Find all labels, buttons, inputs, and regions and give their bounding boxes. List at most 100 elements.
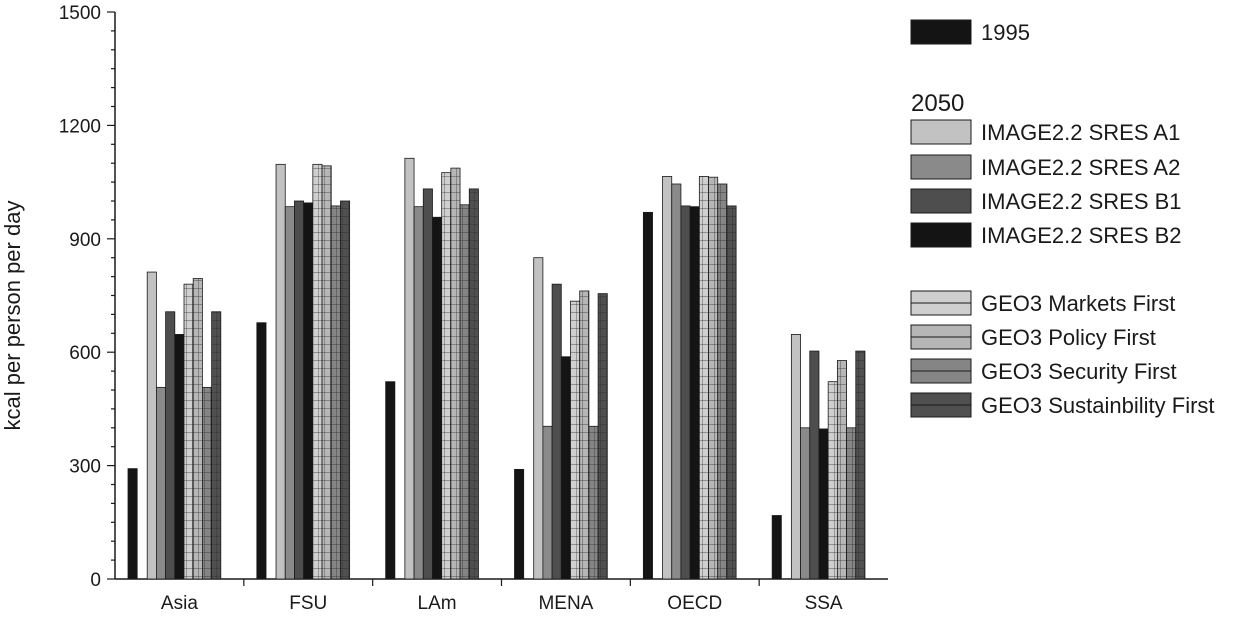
bar-ssa-3	[809, 350, 820, 580]
legend-item: IMAGE2.2 SRES A1	[910, 119, 1180, 145]
bar-hatch	[846, 427, 856, 579]
legend-item: GEO3 Security First	[910, 358, 1177, 384]
bar	[432, 216, 443, 580]
plot-area: 0 300 600 900 1200 1500 kcal per person per da…	[0, 3, 888, 614]
bar-lam-2	[413, 206, 424, 580]
bar-hatch	[441, 172, 451, 579]
bar-asia-4	[174, 334, 185, 580]
bar-hatch	[450, 168, 461, 579]
bar	[422, 188, 433, 580]
x-tick-label: LAm	[418, 593, 457, 614]
bar-mena-3	[551, 283, 562, 580]
bar	[818, 428, 829, 580]
bar	[771, 515, 782, 580]
bar	[689, 206, 700, 580]
legend-item: GEO3 Sustainbility First	[910, 392, 1215, 418]
bar-mena-8	[597, 293, 608, 580]
bar	[790, 334, 801, 580]
bar-asia-1	[146, 271, 157, 580]
legend-label: GEO3 Security First	[981, 359, 1177, 384]
bar-ssa-8	[855, 350, 866, 580]
bar-oecd-8	[726, 205, 737, 580]
legend-label: 1995	[981, 20, 1030, 45]
legend-item: IMAGE2.2 SRES B2	[910, 222, 1182, 248]
bar	[404, 157, 415, 580]
bar-hatch	[828, 381, 838, 579]
bar-hatch	[460, 204, 470, 579]
legend-swatch	[910, 119, 972, 145]
bar-hatch	[312, 164, 323, 580]
x-tick-label: FSU	[289, 593, 327, 614]
bar-asia-6	[192, 278, 203, 580]
legend-item: GEO3 Markets First	[910, 290, 1175, 316]
bar	[809, 350, 820, 580]
y-tick-label: 300	[69, 457, 101, 478]
bar-ssa-7	[846, 427, 857, 580]
legend-item: GEO3 Policy First	[910, 324, 1156, 350]
legend-label: IMAGE2.2 SRES B2	[981, 223, 1182, 248]
bar-lam-3	[422, 188, 433, 580]
bar-fsu-5	[312, 163, 323, 580]
bar-oecd-1	[662, 176, 673, 580]
bar	[256, 322, 267, 580]
bar-ssa-0	[771, 515, 782, 580]
bar-fsu-7	[330, 205, 341, 580]
bar-oecd-0	[642, 211, 653, 580]
y-tick-label: 1500	[59, 3, 101, 24]
bar	[385, 381, 396, 580]
bar-mena-6	[579, 290, 590, 580]
bar-mena-0	[514, 468, 525, 580]
y-tick-label: 900	[69, 230, 101, 251]
bar-ssa-6	[836, 360, 847, 580]
legend-swatch	[910, 222, 972, 248]
bar-asia-8	[211, 311, 222, 580]
bar-fsu-1	[275, 163, 286, 580]
bar	[560, 356, 571, 580]
bar-hatch	[469, 188, 479, 580]
bar-mena-4	[560, 356, 571, 580]
bar-ssa-5	[827, 381, 838, 580]
legend-label: IMAGE2.2 SRES A2	[981, 155, 1180, 180]
legend-label: GEO3 Policy First	[981, 325, 1156, 350]
x-tick-label: OECD	[667, 593, 722, 614]
legend-item: IMAGE2.2 SRES A2	[910, 154, 1180, 180]
bar-hatch	[837, 360, 847, 579]
bar	[514, 468, 525, 580]
legend-swatch	[910, 154, 972, 180]
bar-fsu-2	[284, 206, 295, 580]
bar-ssa-4	[818, 428, 829, 580]
legend-label: GEO3 Markets First	[981, 291, 1175, 316]
bar	[275, 163, 286, 580]
legend-label: GEO3 Sustainbility First	[981, 393, 1215, 418]
bar	[662, 176, 673, 580]
bar	[800, 427, 811, 580]
legend-heading-2050: 2050	[911, 90, 964, 117]
bar-hatch	[570, 301, 580, 579]
bar-oecd-6	[708, 176, 719, 580]
bar-hatch	[322, 165, 332, 579]
bar	[413, 206, 424, 580]
bar-lam-8	[468, 188, 479, 580]
bar-ssa-2	[800, 427, 811, 580]
bar-fsu-8	[340, 200, 351, 580]
bar	[127, 468, 138, 580]
bar-mena-7	[588, 425, 599, 580]
bar-asia-0	[127, 468, 138, 580]
bar-hatch	[579, 290, 589, 579]
bar-hatch	[708, 177, 718, 579]
bar	[155, 386, 166, 580]
x-tick-label: SSA	[805, 593, 843, 614]
bar-oecd-5	[698, 176, 709, 580]
bar-fsu-0	[256, 322, 267, 580]
bar	[165, 311, 176, 580]
y-tick-label: 600	[69, 343, 101, 364]
bar	[671, 183, 682, 580]
bar-hatch	[717, 183, 727, 580]
y-axis-title: kcal per person per day	[0, 201, 25, 431]
bar-fsu-6	[321, 165, 332, 580]
bar-lam-0	[385, 381, 396, 580]
bar-oecd-2	[671, 183, 682, 580]
bar-lam-1	[404, 157, 415, 580]
bar-lam-6	[450, 167, 461, 580]
y-tick-label: 1200	[59, 116, 101, 137]
